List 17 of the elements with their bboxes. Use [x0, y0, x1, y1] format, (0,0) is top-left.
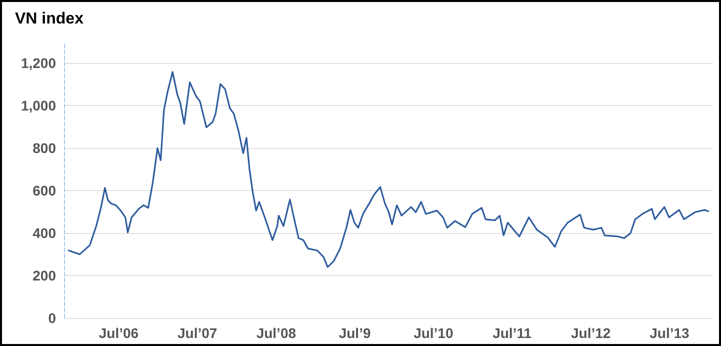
x-tick-label: Jul’9 — [338, 325, 371, 341]
x-tick-label: Jul’07 — [177, 325, 218, 341]
line-series — [68, 71, 710, 268]
x-tick-label: Jul’06 — [98, 325, 139, 341]
y-tick-label: 0 — [48, 310, 56, 326]
x-tick-label: Jul’13 — [650, 325, 690, 341]
y-tick-label: 1,000 — [20, 98, 56, 114]
x-tick-label: Jul’11 — [492, 325, 532, 341]
chart-title: VN index — [15, 10, 84, 28]
y-tick-label: 1,200 — [20, 55, 56, 72]
y-tick-label: 800 — [32, 140, 56, 156]
x-tick-label: Jul’12 — [571, 325, 611, 341]
y-tick-label: 400 — [32, 225, 56, 242]
x-tick-label: Jul’08 — [256, 325, 296, 341]
y-tick-label: 600 — [32, 182, 56, 199]
x-tick-label: Jul’10 — [414, 325, 454, 341]
y-tick-label: 200 — [32, 268, 56, 284]
